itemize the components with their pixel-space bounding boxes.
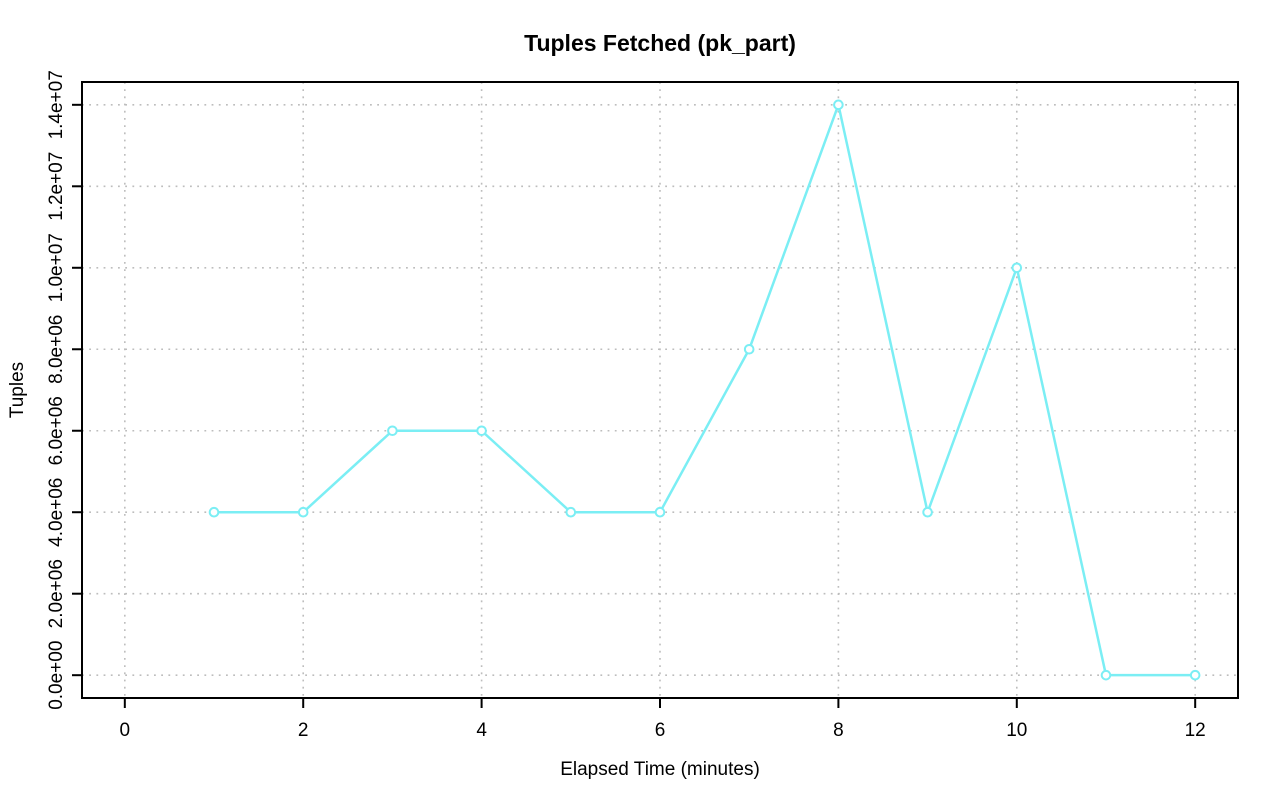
svg-text:8: 8 <box>833 720 844 741</box>
svg-text:2.0e+06: 2.0e+06 <box>46 559 67 628</box>
svg-text:6.0e+06: 6.0e+06 <box>46 396 67 465</box>
x-axis-title: Elapsed Time (minutes) <box>560 759 760 780</box>
plot-frame <box>81 81 1239 699</box>
svg-text:1.0e+07: 1.0e+07 <box>46 233 67 302</box>
chart-title: Tuples Fetched (pk_part) <box>524 30 796 56</box>
svg-text:8.0e+06: 8.0e+06 <box>46 315 67 384</box>
svg-text:0.0e+00: 0.0e+00 <box>46 641 67 710</box>
svg-text:4: 4 <box>476 720 487 741</box>
svg-text:6: 6 <box>655 720 666 741</box>
gridlines <box>82 82 1238 698</box>
x-tick-labels: 0 2 4 6 8 10 12 <box>120 720 1206 741</box>
svg-text:1.4e+07: 1.4e+07 <box>46 70 67 139</box>
svg-text:12: 12 <box>1185 720 1206 741</box>
data-points-tuples-fetched <box>208 99 1201 681</box>
svg-text:10: 10 <box>1006 720 1027 741</box>
svg-text:1.2e+07: 1.2e+07 <box>46 152 67 221</box>
y-tick-labels: 0.0e+00 2.0e+06 4.0e+06 6.0e+06 8.0e+06 1.0e+… <box>46 70 67 710</box>
data-line-tuples-fetched <box>214 103 1196 677</box>
svg-text:2: 2 <box>298 720 309 741</box>
svg-text:4.0e+06: 4.0e+06 <box>46 478 67 547</box>
axis-ticks <box>72 103 1197 708</box>
svg-text:0: 0 <box>120 720 131 741</box>
